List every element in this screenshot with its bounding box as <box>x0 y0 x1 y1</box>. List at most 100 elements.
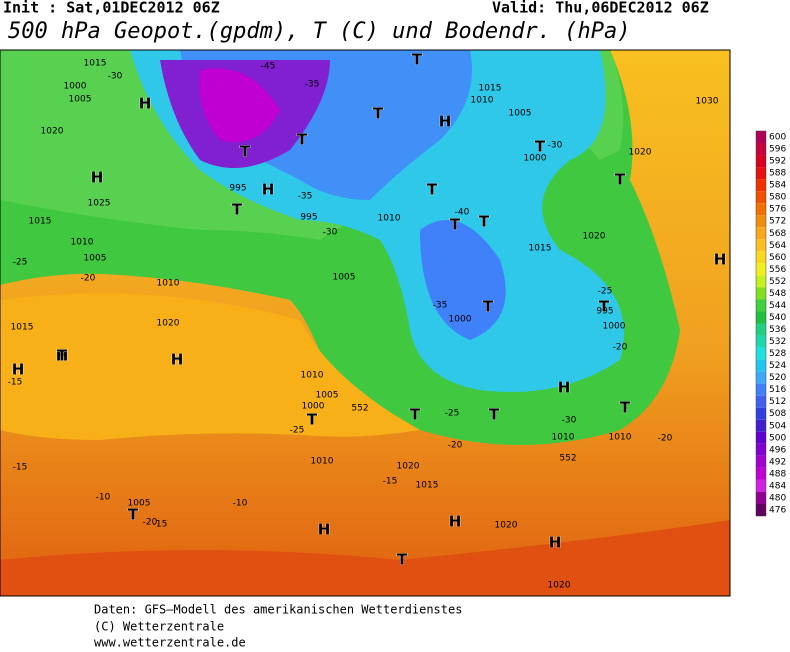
contour-label: -35 <box>305 80 320 90</box>
colorbar-swatch <box>756 371 766 384</box>
colorbar-label: 516 <box>769 385 786 395</box>
contour-label: 1000 <box>449 315 472 325</box>
pressure-center: T <box>128 506 139 524</box>
contour-label: 1030 <box>696 97 719 107</box>
contour-label: -30 <box>548 141 563 151</box>
colorbar-label: 520 <box>769 373 786 383</box>
contour-label: -35 <box>298 192 313 202</box>
colorbar-swatch <box>756 431 766 444</box>
colorbar-label: 592 <box>769 157 786 167</box>
contour-label: -25 <box>598 287 613 297</box>
pressure-center: H <box>549 534 562 552</box>
contour-label: 1000 <box>524 154 547 164</box>
contour-label: 995 <box>229 184 246 194</box>
colorbar-swatch <box>756 467 766 480</box>
pressure-center: H <box>91 169 104 187</box>
colorbar-swatch <box>756 263 766 276</box>
contour-label: 1020 <box>548 581 571 591</box>
title: 500 hPa Geopot.(gpdm), T (C) und Bodendr… <box>8 19 631 44</box>
contour-label: 1020 <box>583 232 606 242</box>
colorbar-swatch <box>756 335 766 348</box>
contour-label: 1020 <box>629 148 652 158</box>
contour-label: 1000 <box>64 82 87 92</box>
pressure-center: T <box>427 181 438 199</box>
colorbar-swatch <box>756 407 766 420</box>
pressure-center: T <box>535 138 546 156</box>
pressure-center: T <box>599 298 610 316</box>
contour-label: -10 <box>96 493 111 503</box>
contour-label: -40 <box>455 208 470 218</box>
contour-label: 1010 <box>301 371 324 381</box>
colorbar-label: 560 <box>769 253 786 263</box>
pressure-center: T <box>483 298 494 316</box>
colorbar-swatch <box>756 203 766 216</box>
contour-label: -15 <box>13 463 28 473</box>
pressure-center: H <box>171 351 184 369</box>
pressure-center: T <box>373 105 384 123</box>
colorbar-label: 548 <box>769 289 786 299</box>
colorbar-label: 504 <box>769 421 786 431</box>
contour-label: 1010 <box>552 433 575 443</box>
colorbar-label: 580 <box>769 193 786 203</box>
contour-label: 995 <box>300 213 317 223</box>
colorbar-swatch <box>756 179 766 192</box>
colorbar-swatch <box>756 227 766 240</box>
colorbar-frame <box>755 130 767 517</box>
contour-label: -20 <box>613 343 628 353</box>
pressure-center: T <box>307 411 318 429</box>
contour-label: -15 <box>153 520 168 530</box>
colorbar-label: 496 <box>769 445 786 455</box>
contour-label: 1005 <box>128 499 151 509</box>
contour-label: -30 <box>108 72 123 82</box>
valid-time: Valid: Thu,06DEC2012 06Z <box>492 0 709 17</box>
colorbar-swatch <box>756 359 766 372</box>
contour-label: -35 <box>433 301 448 311</box>
colorbar-swatch <box>756 503 766 517</box>
contour-label: -10 <box>233 499 248 509</box>
colorbar-label: 540 <box>769 313 786 323</box>
contour-label: -20 <box>81 274 96 284</box>
colorbar-swatch <box>756 215 766 228</box>
colorbar-swatch <box>756 130 766 144</box>
colorbar-swatch <box>756 251 766 264</box>
colorbar-label: 480 <box>769 493 786 503</box>
contour-label: -20 <box>448 441 463 451</box>
contour-label: 1010 <box>609 433 632 443</box>
contour-label: -30 <box>562 416 577 426</box>
contour-label: 1010 <box>471 96 494 106</box>
colorbar-swatch <box>756 455 766 468</box>
colorbar-label: 536 <box>769 325 786 335</box>
footer-line: (C) Wetterzentrale <box>94 620 224 634</box>
contour-label: 1010 <box>378 214 401 224</box>
colorbar-label: 568 <box>769 229 786 239</box>
colorbar-swatch <box>756 287 766 300</box>
contour-label: 1000 <box>603 322 626 332</box>
colorbar-swatch <box>756 155 766 168</box>
colorbar-swatch <box>756 167 766 180</box>
contour-label: 1005 <box>333 273 356 283</box>
colorbar-swatch <box>756 383 766 396</box>
contour-label: 1005 <box>84 254 107 264</box>
contour-label: 1005 <box>69 95 92 105</box>
colorbar-label: 492 <box>769 457 786 467</box>
contour-label: 995 <box>596 307 613 317</box>
pressure-center: T <box>240 143 251 161</box>
colorbar-label: 584 <box>769 181 786 191</box>
colorbar-swatch <box>756 443 766 456</box>
contour-label: 1015 <box>11 323 34 333</box>
pressure-center: H <box>439 113 452 131</box>
colorbar-swatch <box>756 323 766 336</box>
colorbar-label: 572 <box>769 217 786 227</box>
contour-label: 1015 <box>416 481 439 491</box>
colorbar-label: 532 <box>769 337 786 347</box>
contour-label: 1005 <box>509 109 532 119</box>
colorbar-label: 588 <box>769 169 786 179</box>
pressure-center: H <box>56 347 69 365</box>
contour-label: 1010 <box>157 279 180 289</box>
pressure-center: T <box>410 406 421 424</box>
colorbar-swatch <box>756 419 766 432</box>
colorbar: 600 596 592 588 584 580 576 572 568 564 560 556 552 5… <box>755 130 786 517</box>
contour-label: 1020 <box>157 319 180 329</box>
colorbar-swatch <box>756 347 766 360</box>
